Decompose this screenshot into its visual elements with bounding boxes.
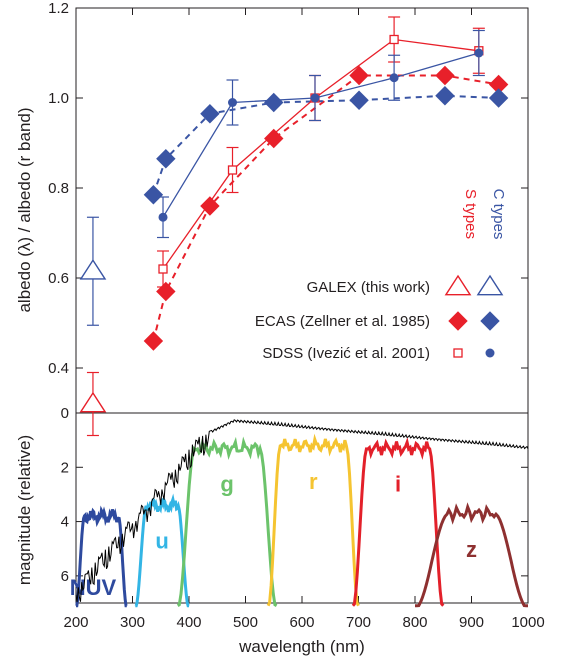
legend-marker-s bbox=[453, 348, 463, 358]
x-tick-label: 300 bbox=[120, 614, 145, 631]
bottom-panel-ticks: 0 2 4 6 200 300 400 500 600 700 800 900 1000 bbox=[61, 8, 545, 631]
filter-label-z: z bbox=[466, 537, 477, 562]
data-point bbox=[228, 98, 238, 107]
y-tick-label: 4 bbox=[61, 514, 69, 531]
data-point bbox=[474, 48, 484, 58]
albedo-series bbox=[79, 16, 509, 437]
y-tick-label: 1.0 bbox=[48, 90, 69, 107]
spectrum-line bbox=[75, 419, 529, 603]
data-point bbox=[227, 165, 238, 175]
solar-spectrum bbox=[75, 419, 529, 603]
y-tick-label: 2 bbox=[61, 459, 69, 476]
data-point bbox=[310, 93, 320, 103]
data-point bbox=[264, 128, 284, 149]
filter-label-u: u bbox=[155, 529, 168, 554]
data-point bbox=[156, 281, 176, 302]
data-point bbox=[349, 65, 369, 86]
legend-label: ECAS (Zellner et al. 1985) bbox=[255, 313, 430, 330]
x-tick-label: 1000 bbox=[511, 614, 544, 631]
data-point bbox=[79, 391, 107, 413]
x-tick-label: 600 bbox=[289, 614, 314, 631]
filter-curve-nuv bbox=[75, 505, 128, 608]
c-types-label: C types bbox=[490, 189, 507, 240]
filter-curve-i bbox=[351, 437, 445, 607]
x-tick-label: 500 bbox=[233, 614, 258, 631]
data-point bbox=[143, 331, 164, 351]
x-tick-label: 700 bbox=[346, 614, 371, 631]
series-line bbox=[162, 52, 479, 218]
legend-marker-s bbox=[448, 311, 468, 331]
filter-curve-r bbox=[266, 433, 360, 607]
data-point bbox=[349, 90, 369, 110]
x-tick-label: 400 bbox=[176, 614, 201, 631]
data-point bbox=[389, 73, 399, 83]
data-point bbox=[389, 34, 399, 45]
data-point bbox=[143, 185, 164, 205]
y-tick-label: 1.2 bbox=[48, 0, 69, 17]
top-y-axis-label: albedo (λ) / albedo (r band) bbox=[15, 107, 34, 312]
legend-marker-c bbox=[480, 311, 500, 331]
data-point bbox=[158, 264, 168, 274]
filter-curve-g bbox=[176, 436, 278, 607]
data-point bbox=[200, 104, 220, 124]
data-point bbox=[435, 86, 455, 106]
data-point bbox=[200, 196, 220, 216]
y-tick-label: 0.6 bbox=[48, 270, 69, 287]
x-tick-label: 900 bbox=[459, 614, 484, 631]
bottom-y-axis-label: magnitude (relative) bbox=[15, 435, 34, 585]
data-point bbox=[435, 65, 455, 86]
data-point bbox=[158, 212, 168, 222]
filter-curve-u bbox=[134, 493, 190, 608]
y-tick-label: 0 bbox=[61, 405, 69, 422]
legend-marker-c bbox=[476, 274, 504, 296]
legend-marker-s bbox=[444, 274, 472, 296]
filter-curve-z bbox=[415, 502, 528, 608]
legend-label: SDSS (Ivezić et al. 2001) bbox=[262, 345, 430, 362]
x-axis-label: wavelength (nm) bbox=[238, 637, 365, 656]
y-tick-label: 6 bbox=[61, 568, 69, 585]
filter-label-g: g bbox=[220, 472, 233, 497]
legend-label: GALEX (this work) bbox=[307, 279, 430, 296]
data-point bbox=[156, 149, 176, 169]
legend-marker-c bbox=[485, 348, 495, 358]
data-point bbox=[79, 258, 107, 280]
legend: GALEX (this work) ECAS (Zellner et al. 19… bbox=[255, 274, 504, 362]
s-types-label: S types bbox=[462, 189, 479, 239]
y-tick-label: 0.4 bbox=[48, 360, 69, 377]
y-tick-label: 0.8 bbox=[48, 180, 69, 197]
data-point bbox=[488, 88, 509, 108]
filter-label-i: i bbox=[395, 472, 401, 497]
x-tick-label: 800 bbox=[402, 614, 427, 631]
data-point bbox=[264, 92, 284, 113]
top-panel-y-ticks: 0.4 0.6 0.8 1.0 1.2 bbox=[48, 0, 528, 377]
series-line bbox=[162, 38, 479, 270]
filter-label-r: r bbox=[309, 469, 318, 494]
x-tick-label: 200 bbox=[63, 614, 88, 631]
